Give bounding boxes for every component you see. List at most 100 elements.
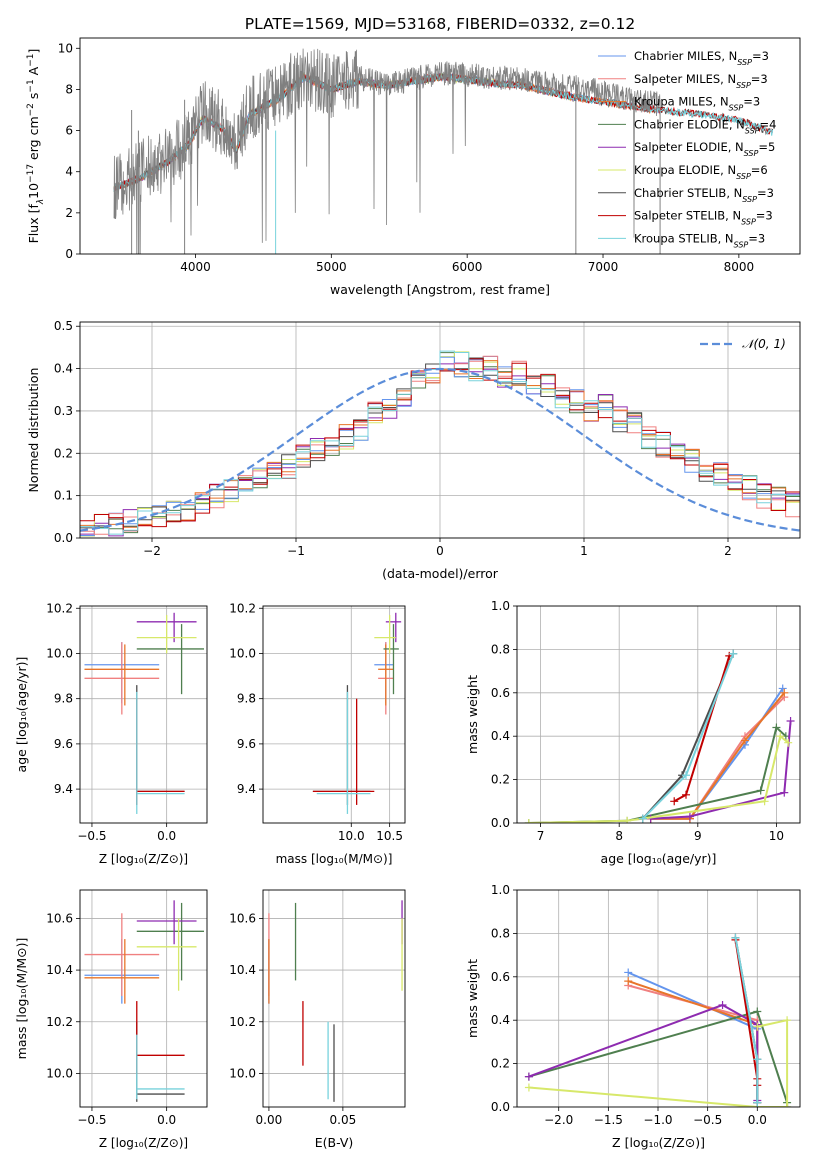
- x-axis-label: (data-model)/error: [382, 566, 499, 581]
- weight-marker: [682, 790, 691, 799]
- y-tick-label: 1.0: [491, 599, 510, 613]
- x-tick-label: −2: [143, 544, 161, 558]
- x-tick-label: 10.5: [376, 829, 403, 843]
- histogram-series: [80, 358, 800, 532]
- weight-marker: [753, 1055, 762, 1064]
- legend-entry: Salpeter MILES, NSSP=3: [634, 72, 768, 90]
- weight-marker: [778, 684, 787, 693]
- weight-marker: [756, 786, 765, 795]
- x-tick-label: 9: [694, 829, 702, 843]
- weight-marker: [729, 649, 738, 658]
- weight-marker: [760, 797, 769, 806]
- x-axis-label: Z [log₁₀(Z/Z⊙)]: [99, 852, 188, 866]
- weight-marker: [524, 1072, 533, 1081]
- weight-line: [528, 1003, 759, 1101]
- y-tick-label: 10.4: [46, 963, 73, 977]
- legend-entry: Kroupa STELIB, NSSP=3: [634, 231, 765, 249]
- y-tick-label: 10.0: [229, 646, 256, 660]
- weight-line: [627, 971, 759, 1103]
- y-axis-label: mass [log₁₀(M/M⊙)]: [14, 938, 29, 1060]
- y-tick-label: 6: [65, 124, 73, 138]
- x-tick-label: 10: [769, 829, 784, 843]
- weight-marker: [753, 1022, 762, 1031]
- age_vs_Z-frame: [79, 605, 208, 824]
- weight-line: [650, 692, 786, 820]
- x-axis-label: E(B-V): [315, 1135, 354, 1150]
- plot-area-age_vs_Z: [80, 606, 207, 823]
- x-tick-label: −2.0: [544, 1113, 573, 1127]
- weight-marker: [780, 788, 789, 797]
- weight-marker: [638, 814, 647, 823]
- x-tick-label: 0.0: [157, 1113, 176, 1127]
- axes-weight_vs_age: 7 8 9 10 0.0 0.2 0.4 0.6 0.8 1.0 mass weight age [l…: [465, 599, 800, 866]
- weight-marker: [772, 723, 781, 732]
- weight-marker: [682, 771, 691, 780]
- plot-area-histogram: [80, 322, 800, 538]
- y-tick-label: 10.0: [46, 1066, 73, 1080]
- x-tick-label: 0.00: [256, 1113, 283, 1127]
- weight-marker: [780, 688, 789, 697]
- y-tick-label: 9.4: [237, 782, 256, 796]
- histogram-series: [80, 351, 800, 537]
- y-tick-label: 0.1: [54, 489, 73, 503]
- x-axis-label: wavelength [Angstrom, rest frame]: [330, 282, 550, 297]
- y-tick-label: 10.2: [46, 1015, 73, 1029]
- plot-area-mass_vs_ebv: [263, 890, 405, 1107]
- legend-entry: Chabrier MILES, NSSP=3: [634, 49, 769, 67]
- y-axis-label: Normed distribution: [26, 368, 41, 493]
- x-tick-label: 2: [724, 544, 732, 558]
- y-tick-label: 0.4: [54, 362, 73, 376]
- weight-line: [650, 687, 784, 820]
- y-tick-label: 0.2: [54, 446, 73, 460]
- y-tick-label: 0.2: [491, 1057, 510, 1071]
- y-tick-label: 0.3: [54, 404, 73, 418]
- weight-marker: [685, 812, 694, 821]
- plot-area-weight_vs_Z: [517, 890, 800, 1107]
- y-axis-label: mass weight: [465, 675, 480, 754]
- x-tick-label: −0.5: [77, 829, 106, 843]
- weight-marker: [718, 1001, 727, 1010]
- x-tick-label: −0.5: [77, 1113, 106, 1127]
- x-tick-label: 1: [580, 544, 588, 558]
- weight-line: [528, 1018, 789, 1107]
- age_vs_mass-frame: [262, 605, 406, 824]
- y-tick-label: 10.0: [46, 646, 73, 660]
- x-tick-label: 5000: [316, 260, 347, 274]
- y-tick-label: 10.2: [229, 601, 256, 615]
- x-tick-label: 8000: [724, 260, 755, 274]
- y-tick-label: 0.0: [54, 531, 73, 545]
- x-tick-label: 4000: [180, 260, 211, 274]
- observed-spectrum-line: [113, 48, 661, 254]
- y-tick-label: 0.2: [491, 773, 510, 787]
- figure-title: PLATE=1569, MJD=53168, FIBERID=0332, z=0…: [245, 15, 635, 33]
- x-axis-label: Z [log₁₀(Z/Z⊙)]: [612, 1135, 705, 1150]
- weight-marker: [624, 968, 633, 977]
- weight-marker: [786, 717, 795, 726]
- weight-marker: [731, 933, 740, 942]
- x-axis-label: mass [log₁₀(M/M⊙)]: [276, 852, 393, 866]
- plot-area-mass_vs_Z: [80, 890, 207, 1107]
- y-tick-label: 9.8: [54, 692, 73, 706]
- x-tick-label: 0: [436, 544, 444, 558]
- weight-marker: [776, 732, 785, 741]
- y-tick-label: 0.0: [491, 1100, 510, 1114]
- y-axis-label: mass weight: [465, 959, 480, 1038]
- y-axis-label: age [log₁₀(age/yr)]: [14, 657, 29, 773]
- legend-entry: Kroupa ELODIE, NSSP=6: [634, 163, 768, 181]
- legend-entry: Salpeter STELIB, NSSP=3: [634, 209, 773, 227]
- x-tick-label: −1.5: [594, 1113, 623, 1127]
- plot-area-age_vs_mass: [263, 606, 405, 823]
- x-tick-label: 7: [537, 829, 545, 843]
- y-tick-label: 0.6: [491, 970, 510, 984]
- x-tick-label: 0.05: [330, 1113, 357, 1127]
- x-tick-label: 0.0: [157, 829, 176, 843]
- y-tick-label: 8: [65, 82, 73, 96]
- y-tick-label: 9.4: [54, 782, 73, 796]
- weight-marker: [624, 977, 633, 986]
- y-tick-label: 0.4: [491, 1013, 510, 1027]
- y-tick-label: 1.0: [491, 883, 510, 897]
- y-tick-label: 0: [65, 247, 73, 261]
- x-tick-label: 10.0: [338, 829, 365, 843]
- axes-age_vs_Z: −0.5 0.0 9.4 9.6 9.8 10.0 10.2 Z [log₁₀(Z/Z⊙)] a…: [14, 601, 207, 866]
